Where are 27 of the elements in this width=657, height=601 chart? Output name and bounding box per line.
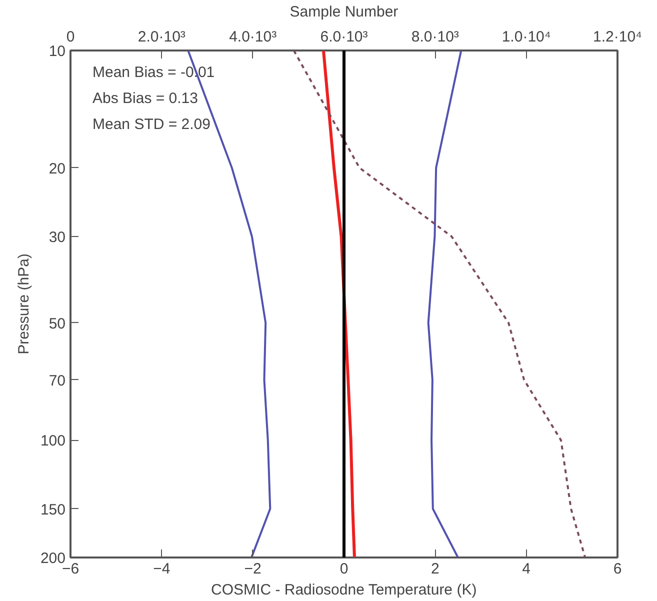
annotation: Mean STD = 2.09 bbox=[92, 116, 210, 133]
y-tick-label: 70 bbox=[48, 372, 66, 390]
y-tick-label: 150 bbox=[40, 501, 66, 518]
y-tick-label: 20 bbox=[48, 160, 66, 178]
x2-tick-label: 1.2·10⁴ bbox=[593, 28, 642, 46]
x2-tick-label: 2.0·10³ bbox=[138, 28, 186, 46]
x2-axis-title: Sample Number bbox=[290, 4, 398, 20]
x-tick-label: 4 bbox=[522, 560, 531, 578]
x-tick-label: −2 bbox=[244, 560, 262, 578]
x-tick-label: 2 bbox=[430, 560, 440, 578]
y-axis-title: Pressure (hPa) bbox=[15, 254, 32, 354]
y-tick-label: 50 bbox=[48, 315, 66, 332]
x2-tick-label: 6.0·10³ bbox=[320, 28, 368, 46]
x2-tick-label: 0 bbox=[66, 28, 75, 46]
y-tick-label: 100 bbox=[40, 432, 66, 450]
x2-tick-label: 4.0·10³ bbox=[229, 28, 277, 46]
x-tick-label: 6 bbox=[613, 560, 622, 578]
y-tick-label: 10 bbox=[48, 43, 66, 60]
y-tick-label: 30 bbox=[48, 228, 66, 246]
x2-tick-label: 8.0·10³ bbox=[411, 28, 459, 46]
y-tick-label: 200 bbox=[40, 550, 66, 567]
x-axis-title: COSMIC - Radiosodne Temperature (K) bbox=[211, 582, 477, 598]
x-tick-label: 0 bbox=[340, 560, 348, 578]
line-series bbox=[427, 50, 462, 558]
annotation: Abs Bias = 0.13 bbox=[92, 90, 198, 107]
x2-tick-label: 1.0·10⁴ bbox=[502, 28, 551, 46]
x-tick-label: −4 bbox=[153, 560, 170, 578]
